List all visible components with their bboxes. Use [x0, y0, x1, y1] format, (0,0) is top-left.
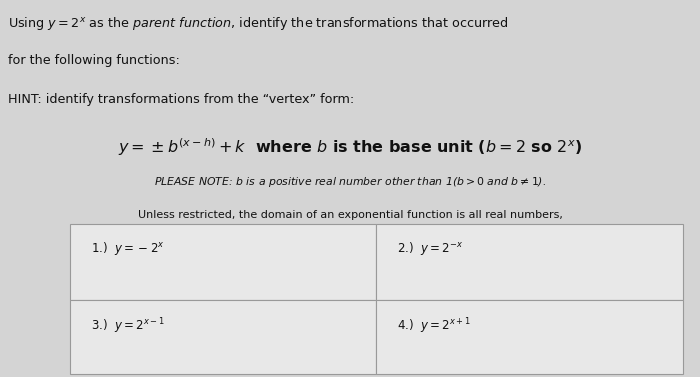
Text: that is, x can be any real number.: that is, x can be any real number. [256, 242, 444, 251]
Text: $PLEASE\ NOTE$: $b$ is a positive real number other than 1($b > 0$ and $b \neq 1: $PLEASE\ NOTE$: $b$ is a positive real n… [154, 175, 546, 189]
Text: 2.)  $y = 2^{-x}$: 2.) $y = 2^{-x}$ [398, 240, 463, 257]
Text: Using $y = 2^x$ as the $\mathit{parent\ function}$, identify the transformations: Using $y = 2^x$ as the $\mathit{parent\ … [8, 15, 509, 32]
Text: for the following functions:: for the following functions: [8, 54, 181, 67]
Text: 1.)  $y = -2^x$: 1.) $y = -2^x$ [91, 240, 164, 257]
Bar [377, 300, 682, 374]
Bar [70, 300, 377, 374]
Text: 4.)  $y = 2^{x+1}$: 4.) $y = 2^{x+1}$ [398, 316, 471, 336]
Text: 3.)  $y = 2^{x-1}$: 3.) $y = 2^{x-1}$ [91, 316, 164, 336]
Text: HINT: identify transformations from the “vertex” form:: HINT: identify transformations from the … [8, 93, 355, 106]
Bar [70, 224, 377, 300]
Text: Unless restricted, the domain of an exponential function is all real numbers,: Unless restricted, the domain of an expo… [138, 210, 562, 219]
Text: $y = \pm b^{(x-h)} + k$  where $b$ is the base unit ($b = 2$ so $2^x$): $y = \pm b^{(x-h)} + k$ where $b$ is the… [118, 137, 582, 158]
Bar [377, 224, 682, 300]
